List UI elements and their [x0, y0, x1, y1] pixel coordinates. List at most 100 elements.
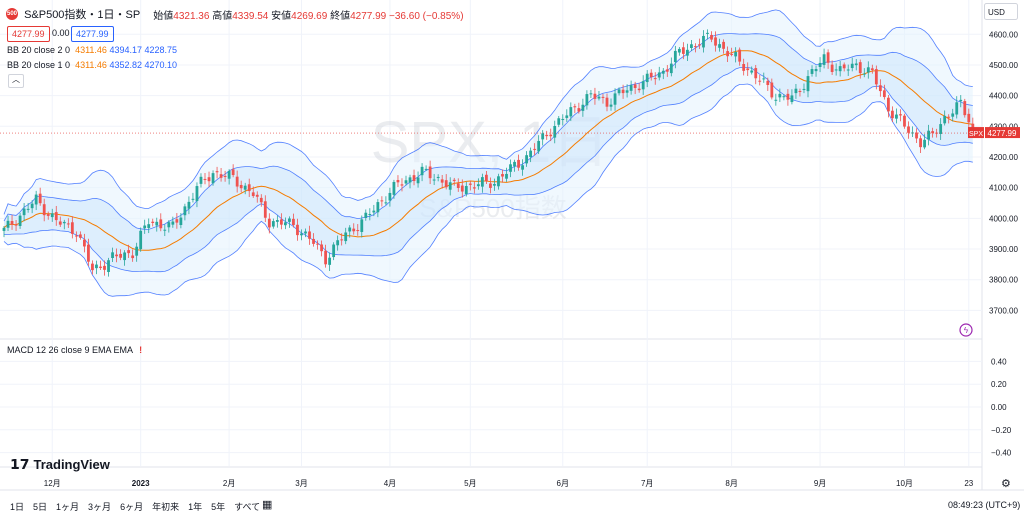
band-fill-outer — [4, 9, 973, 297]
timeframe-button[interactable]: 5日 — [33, 502, 48, 512]
candle-body — [858, 62, 862, 74]
candle — [541, 130, 545, 146]
timeframe-button[interactable]: 6ヶ月 — [120, 502, 144, 512]
candle — [677, 47, 681, 56]
y-tick-label: 3900.00 — [989, 245, 1018, 254]
candle — [324, 244, 327, 268]
candle-body — [247, 184, 251, 192]
candle — [754, 64, 758, 85]
timeframe-button[interactable]: すべて — [234, 502, 261, 512]
candle-body — [364, 212, 368, 218]
calendar-icon[interactable]: ▦ — [262, 499, 273, 511]
candle-body — [750, 70, 754, 73]
ask-price-box[interactable]: 4277.99 — [71, 26, 114, 42]
candle-body — [107, 260, 110, 272]
indicator-bb-2[interactable]: BB 20 close 2 0 4311.46 4394.17 4228.75 — [7, 45, 178, 55]
candle-body — [545, 134, 549, 137]
candle — [814, 65, 818, 77]
candle — [597, 90, 601, 101]
ohlc-readout: 始値4321.36 高値4339.54 安値4269.69 終値4277.99 … — [153, 10, 464, 22]
candle-body — [304, 231, 307, 234]
candle — [750, 66, 754, 75]
candle — [609, 98, 613, 111]
tradingview-mark-icon: 𝟭𝟳 — [10, 456, 30, 472]
candle-body — [915, 132, 918, 139]
candle-body — [151, 221, 155, 223]
candle-body — [838, 66, 842, 72]
symbol-title[interactable]: S&P500指数・1日・SP — [24, 9, 141, 21]
candle — [846, 64, 850, 76]
timeframe-button[interactable]: 年初来 — [152, 502, 180, 512]
band-basis — [3, 50, 973, 251]
x-tick-label: 4月 — [384, 479, 396, 488]
candle-body — [746, 68, 750, 71]
candle — [625, 84, 629, 98]
candle-body — [127, 250, 131, 254]
candle — [263, 195, 267, 223]
candle-body — [444, 180, 448, 188]
candle-body — [810, 69, 814, 74]
candle — [279, 213, 283, 230]
timeframe-button[interactable]: 1日 — [10, 502, 25, 512]
candle — [895, 108, 898, 124]
candle — [665, 65, 669, 77]
candle-body — [822, 54, 826, 65]
timeframe-button[interactable]: 1年 — [188, 502, 203, 512]
candle — [553, 120, 557, 144]
candle — [22, 202, 26, 222]
candle-body — [183, 206, 187, 216]
clock[interactable]: 08:49:23 (UTC+9) — [948, 500, 1021, 510]
candle-body — [424, 168, 428, 170]
candle — [850, 57, 854, 72]
candle — [878, 79, 882, 97]
currency-label[interactable]: USD — [988, 8, 1005, 17]
candle — [304, 228, 307, 238]
indicator-bb-1[interactable]: BB 20 close 1 0 4311.46 4352.82 4270.10 — [7, 60, 178, 70]
candle-body — [50, 213, 54, 218]
x-tick-label: 9月 — [814, 479, 826, 488]
candle-body — [557, 118, 561, 125]
candle-body — [577, 108, 581, 112]
candle — [66, 218, 70, 228]
x-tick-label: 12月 — [44, 479, 61, 488]
candle — [50, 208, 54, 222]
timeframe-button[interactable]: 5年 — [211, 502, 226, 512]
gear-icon[interactable]: ⚙ — [1001, 478, 1011, 490]
candle — [870, 64, 874, 74]
candle-body — [786, 93, 790, 100]
symbol-header[interactable]: 500 S&P500指数・1日・SP 始値4321.36 高値4339.54 安… — [6, 6, 464, 22]
candle-body — [657, 72, 661, 78]
candle-body — [235, 176, 239, 187]
currency-box[interactable] — [984, 3, 1018, 20]
candle — [762, 72, 766, 83]
band-upper-2 — [3, 9, 973, 215]
candle — [485, 171, 488, 185]
candle-body — [565, 115, 569, 118]
candle-body — [66, 223, 70, 225]
bid-price-box[interactable]: 4277.99 — [7, 26, 50, 42]
candle — [436, 174, 440, 182]
macd-legend[interactable]: MACD 12 26 close 9 EMA EMA! — [7, 345, 143, 355]
timeframe-button[interactable]: 1ヶ月 — [56, 502, 80, 512]
timeframe-bar[interactable]: 1日 5日 1ヶ月 3ヶ月 6ヶ月 年初来 1年 5年 すべて — [10, 500, 269, 513]
candle — [344, 227, 348, 245]
candle — [296, 218, 299, 241]
timeframe-button[interactable]: 3ヶ月 — [88, 502, 112, 512]
candle-body — [882, 90, 886, 98]
candle — [456, 178, 460, 192]
candle — [882, 84, 886, 100]
candle — [758, 74, 762, 86]
candle — [2, 226, 6, 238]
candle — [103, 260, 106, 276]
candle — [235, 170, 239, 193]
candle — [380, 196, 384, 207]
lightning-icon[interactable] — [959, 323, 973, 337]
y-tick-label: 4500.00 — [989, 61, 1018, 70]
candle — [493, 178, 496, 191]
candle — [782, 93, 786, 101]
tradingview-logo[interactable]: 𝟭𝟳 TradingView — [10, 456, 110, 472]
candle-body — [895, 114, 898, 119]
chevron-up-icon[interactable]: ︿ — [8, 74, 24, 88]
candle — [444, 174, 448, 190]
